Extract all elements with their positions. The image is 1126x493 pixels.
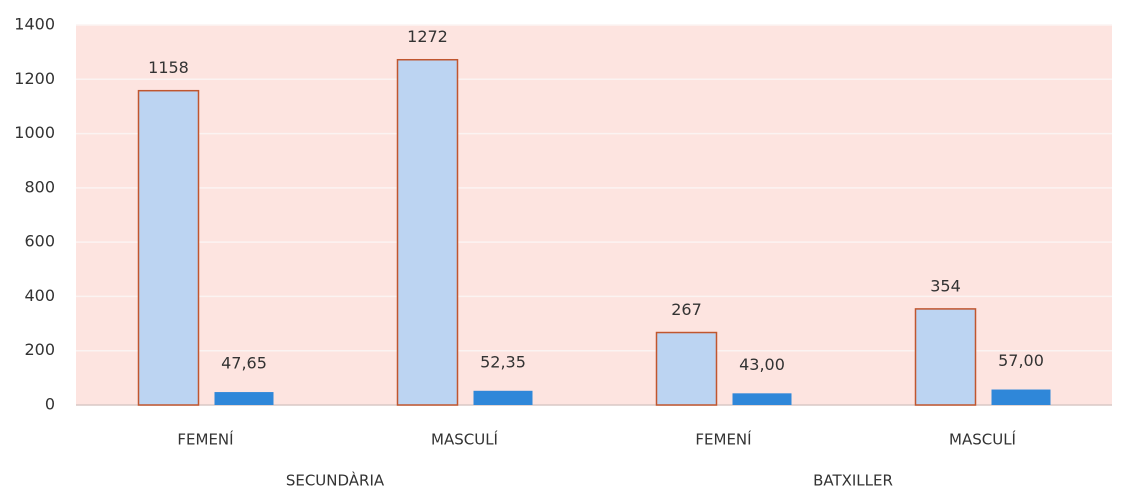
bar: [655, 331, 718, 406]
y-tick-label: 1200: [14, 69, 55, 88]
y-tick-label: 0: [45, 395, 55, 414]
value-label: 1158: [148, 58, 189, 77]
value-label: 43,00: [739, 355, 785, 374]
value-label: 57,00: [998, 351, 1044, 370]
bar: [396, 58, 459, 406]
group-label: SECUNDÀRIA: [286, 471, 385, 490]
y-tick-label: 1400: [14, 15, 55, 34]
bar: [991, 389, 1051, 405]
bar: [473, 390, 533, 405]
x-tick-label: FEMENÍ: [177, 430, 233, 449]
x-tick-label: MASCULÍ: [949, 430, 1016, 449]
value-label: 354: [930, 276, 961, 295]
bar: [214, 392, 274, 405]
y-tick-label: 400: [24, 286, 55, 305]
value-label: 52,35: [480, 352, 526, 371]
x-tick-label: MASCULÍ: [431, 430, 498, 449]
group-label: BATXILLER: [813, 472, 893, 490]
bar: [137, 89, 200, 406]
y-tick-label: 200: [24, 340, 55, 359]
y-tick-label: 800: [24, 177, 55, 196]
y-tick-label: 1000: [14, 123, 55, 142]
y-tick-label: 600: [24, 232, 55, 251]
x-tick-label: FEMENÍ: [695, 430, 751, 449]
value-label: 1272: [407, 27, 448, 46]
value-label: 47,65: [221, 354, 267, 373]
value-label: 267: [671, 300, 702, 319]
bar: [732, 393, 792, 405]
bar: [914, 308, 977, 406]
